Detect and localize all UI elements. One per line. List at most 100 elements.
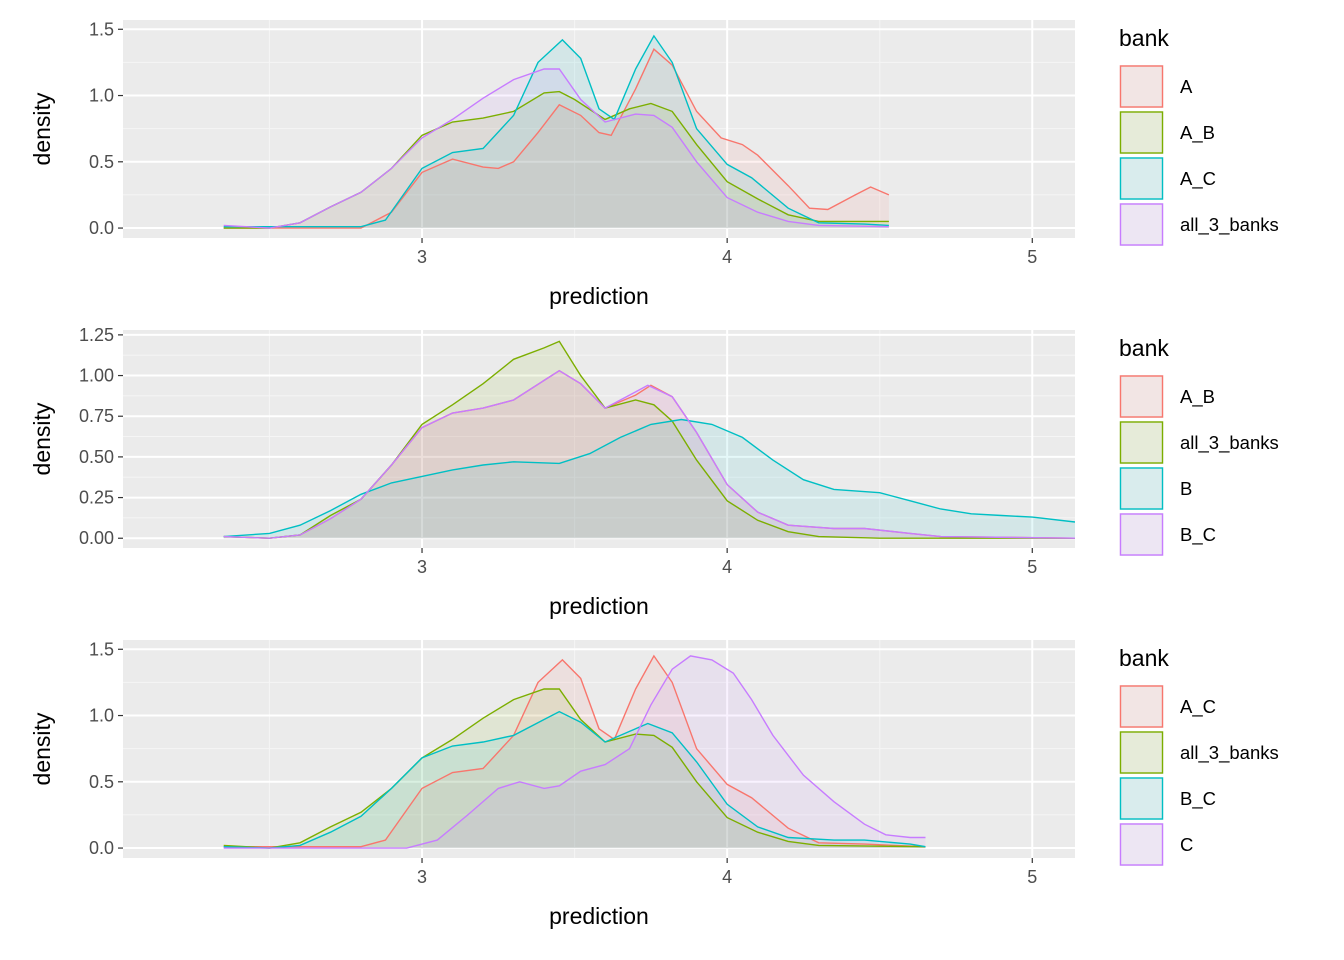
density-line-B_C [223, 369, 1075, 539]
y-tick-label: 0.5 [89, 772, 114, 792]
x-axis-title: prediction [549, 593, 649, 619]
density-area-A_C [223, 655, 926, 849]
legend-title: bank [1119, 645, 1169, 671]
plot-area [223, 34, 890, 229]
y-tick-label: 1.00 [79, 366, 114, 386]
x-tick-label: 4 [722, 867, 732, 887]
density-line-A [223, 48, 890, 229]
panel-3: 3 4 5 0.0 0.5 1.0 1.5 prediction density bank A_Ca… [29, 639, 1279, 929]
legend-key-swatch [1119, 823, 1164, 866]
x-tick-label: 5 [1027, 867, 1037, 887]
legend-item: A_C [1119, 685, 1216, 728]
legend-label: all_3_banks [1180, 432, 1279, 454]
density-area-B [223, 419, 1075, 539]
legend-key-swatch [1119, 685, 1164, 728]
density-line-C [223, 655, 926, 849]
legend-label: B [1180, 478, 1192, 499]
legend-key-background [1119, 467, 1164, 510]
legend-label: B_C [1180, 788, 1216, 810]
x-tick-label: 4 [722, 557, 732, 577]
legend-title: bank [1119, 335, 1169, 361]
legend-key-background [1119, 65, 1164, 108]
legend-label: A [1180, 76, 1193, 97]
x-tick-label: 5 [1027, 557, 1037, 577]
y-tick-label: 1.5 [89, 639, 114, 659]
legend-key-background [1119, 513, 1164, 556]
x-axis-title: prediction [549, 903, 649, 929]
x-tick-label: 4 [722, 247, 732, 267]
density-area-A_C [223, 35, 889, 229]
legend-item: all_3_banks [1119, 203, 1279, 246]
density-line-all_3_banks [223, 68, 889, 229]
legend-key-swatch [1119, 777, 1164, 820]
density-area-A_B [223, 91, 889, 229]
y-tick-label: 1.25 [79, 325, 114, 345]
legend-item: C [1119, 823, 1193, 866]
legend-key-background [1119, 823, 1164, 866]
panel-background [123, 330, 1075, 548]
y-axis-title: density [29, 402, 55, 475]
density-area-A [223, 49, 889, 229]
legend-item: A_C [1119, 157, 1216, 200]
x-tick-label: 3 [417, 247, 427, 267]
legend-item: all_3_banks [1119, 731, 1279, 774]
x-tick-label: 3 [417, 867, 427, 887]
legend: bank A A_B A_C all_3_banks [1119, 25, 1279, 246]
legend-key-background [1119, 731, 1164, 774]
density-line-all_3_banks [223, 688, 926, 849]
density-area-all_3_banks [223, 341, 1075, 539]
legend-item: B_C [1119, 513, 1216, 556]
legend-key-swatch [1119, 513, 1164, 556]
legend-key-background [1119, 685, 1164, 728]
legend-key-swatch [1119, 111, 1164, 154]
legend: bank A_C all_3_banks B_C C [1119, 645, 1279, 866]
x-tick-label: 5 [1027, 247, 1037, 267]
y-tick-label: 0.0 [89, 218, 114, 238]
density-line-A_C [223, 654, 926, 848]
legend-item: all_3_banks [1119, 421, 1279, 464]
legend-key-swatch [1119, 375, 1164, 418]
y-axis-title: density [29, 92, 55, 165]
legend-key-swatch [1119, 421, 1164, 464]
legend-label: all_3_banks [1180, 742, 1279, 764]
legend-key-background [1119, 157, 1164, 200]
y-tick-label: 0.50 [79, 447, 114, 467]
legend-key-swatch [1119, 157, 1164, 200]
legend-label: A_B [1180, 122, 1215, 144]
legend-label: A_B [1180, 386, 1215, 408]
x-axis-title: prediction [549, 283, 649, 309]
y-axis-title: density [29, 712, 55, 785]
legend-key-swatch [1119, 467, 1164, 510]
plot-area [223, 654, 926, 849]
y-tick-label: 0.0 [89, 838, 114, 858]
density-line-A_C [223, 34, 889, 228]
y-tick-label: 1.0 [89, 86, 114, 106]
legend-label: A_C [1180, 168, 1216, 190]
legend-item: A_B [1119, 375, 1215, 418]
legend-title: bank [1119, 25, 1169, 51]
y-tick-label: 0.75 [79, 406, 114, 426]
density-area-B_C [223, 711, 926, 849]
legend-key-background [1119, 111, 1164, 154]
density-line-B [223, 418, 1075, 538]
legend-key-swatch [1119, 65, 1164, 108]
legend-label: A_C [1180, 696, 1216, 718]
legend-key-swatch [1119, 731, 1164, 774]
panel-1: 3 4 5 0.0 0.5 1.0 1.5 prediction density bank A A_B… [29, 19, 1279, 309]
y-tick-label: 0.25 [79, 488, 114, 508]
legend-item: B_C [1119, 777, 1216, 820]
legend-key-swatch [1119, 203, 1164, 246]
legend-label: B_C [1180, 524, 1216, 546]
density-line-B_C [223, 710, 926, 849]
legend-label: all_3_banks [1180, 214, 1279, 236]
y-tick-label: 1.5 [89, 19, 114, 39]
legend-item: A [1119, 65, 1193, 108]
legend-label: C [1180, 834, 1193, 855]
density-area-B_C [223, 370, 1075, 539]
density-area-A_B [223, 370, 1075, 539]
legend-key-background [1119, 777, 1164, 820]
panel-2: 3 4 5 0.00 0.25 0.50 0.75 1.00 1.25 prediction den… [29, 325, 1279, 619]
legend-key-background [1119, 375, 1164, 418]
legend-key-background [1119, 421, 1164, 464]
